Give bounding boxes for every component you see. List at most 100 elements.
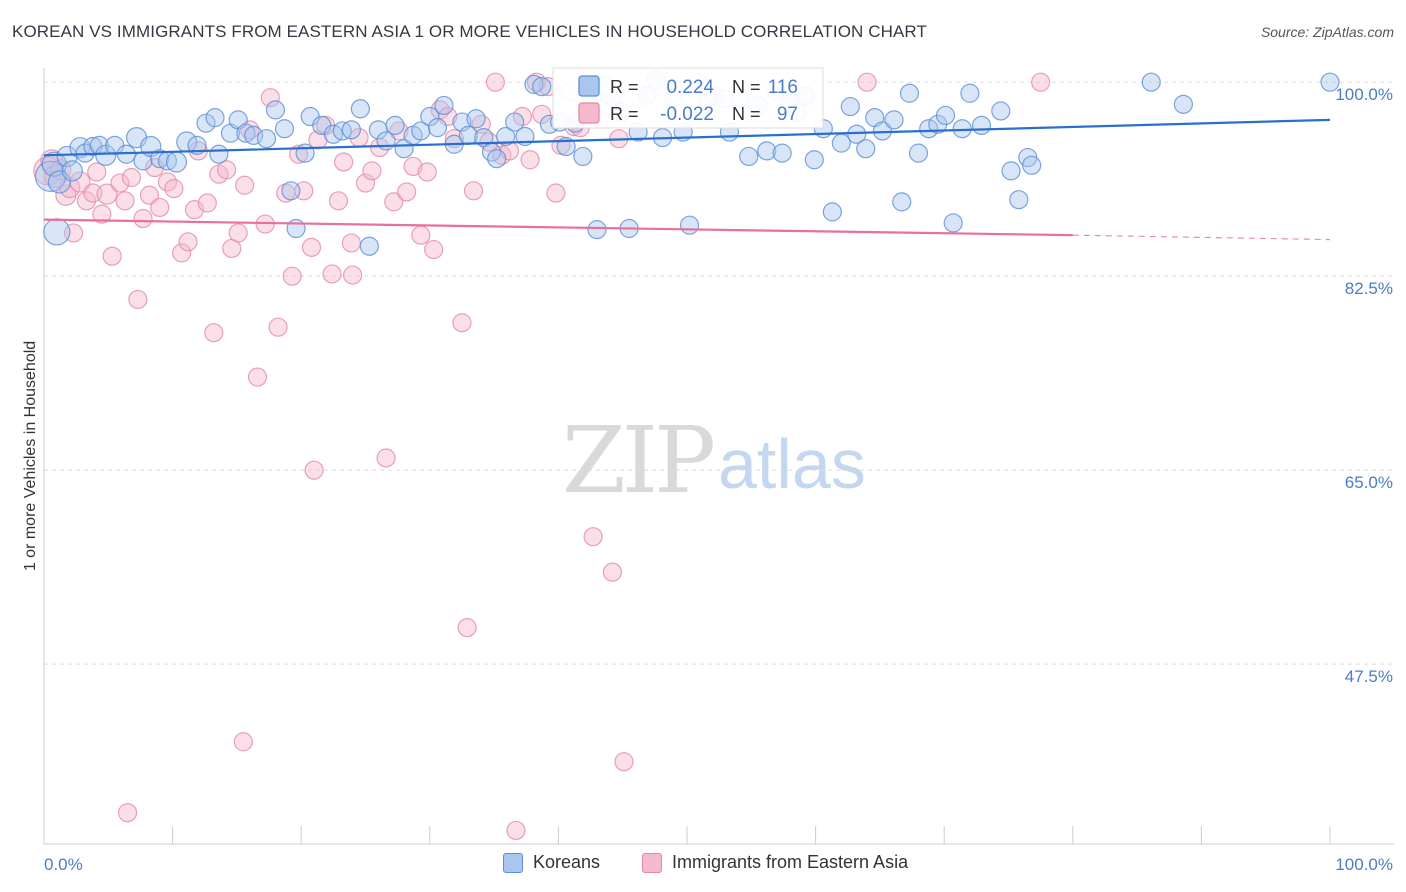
point-immigrant-71	[485, 72, 505, 92]
legend-swatch-immigrants	[642, 852, 662, 873]
point-immigrant-39	[268, 317, 288, 337]
point-korean-106	[908, 143, 929, 163]
point-korean-56	[487, 149, 507, 169]
point-korean-1	[41, 151, 67, 177]
point-korean-90	[772, 143, 792, 163]
x-tick-label-0: 0.0%	[44, 855, 83, 874]
point-immigrant-15	[115, 191, 135, 211]
stats-n-value-korean: 116	[768, 77, 798, 98]
point-immigrant-29	[204, 323, 224, 343]
point-immigrant-91	[614, 752, 634, 772]
trend-line-dashed-immigrant	[1072, 234, 1331, 241]
y-tick-label-0: 100.0%	[1335, 85, 1393, 104]
point-immigrant-52	[355, 173, 376, 193]
point-immigrant-34	[235, 175, 255, 195]
point-immigrant-33	[228, 223, 248, 243]
point-immigrant-41	[282, 266, 302, 286]
point-korean-53	[466, 109, 486, 129]
point-korean-22	[205, 108, 225, 128]
point-korean-107	[919, 119, 939, 139]
point-immigrant-80	[546, 183, 566, 203]
point-immigrant-50	[341, 233, 361, 253]
point-korean-114	[991, 101, 1011, 121]
point-korean-112	[960, 83, 980, 103]
trend-line-immigrant	[43, 218, 1073, 237]
point-immigrant-78	[532, 104, 552, 124]
point-immigrant-31	[217, 160, 237, 180]
point-immigrant-93	[117, 803, 138, 823]
stats-n-value-immigrant: 97	[777, 104, 798, 125]
point-korean-68	[587, 220, 607, 240]
stats-r-value-immigrant: -0.022	[660, 104, 714, 125]
point-immigrant-55	[376, 448, 396, 468]
point-korean-21	[196, 113, 216, 133]
point-immigrant-19	[139, 185, 160, 205]
point-immigrant-28	[197, 193, 217, 213]
point-korean-86	[739, 146, 759, 167]
point-korean-103	[884, 110, 904, 130]
point-korean-121	[1320, 72, 1340, 92]
point-korean-96	[822, 202, 842, 222]
point-korean-30	[274, 119, 295, 139]
chart-source: Source: ZipAtlas.com	[1260, 24, 1394, 40]
point-immigrant-44	[301, 237, 322, 257]
point-immigrant-60	[411, 225, 431, 245]
legend-item-koreans[interactable]: Koreans	[503, 852, 600, 873]
point-korean-113	[971, 115, 992, 136]
point-korean-94	[804, 150, 824, 170]
point-korean-23	[209, 144, 229, 164]
point-immigrant-48	[328, 191, 349, 211]
point-korean-5	[61, 160, 83, 182]
stats-r-value-korean: 0.224	[666, 77, 714, 98]
point-immigrant-21	[150, 197, 170, 218]
point-korean-110	[943, 213, 963, 233]
point-immigrant-58	[397, 182, 417, 202]
point-korean-111	[952, 119, 972, 139]
point-korean-119	[1141, 72, 1161, 92]
point-immigrant-61	[417, 162, 437, 182]
point-immigrant-56	[384, 192, 404, 212]
point-immigrant-25	[178, 232, 198, 252]
stats-swatch-korean	[578, 75, 600, 97]
point-immigrant-8	[76, 191, 97, 211]
point-korean-32	[286, 218, 306, 239]
point-korean-28	[256, 129, 277, 149]
point-korean-105	[899, 83, 920, 103]
point-korean-2	[43, 218, 71, 246]
point-immigrant-11	[92, 204, 112, 224]
point-korean-79	[679, 215, 700, 235]
point-immigrant-42	[289, 144, 309, 164]
stats-n-label-korean: N =	[732, 77, 761, 97]
point-korean-48	[427, 118, 448, 138]
point-immigrant-14	[110, 173, 130, 193]
point-korean-3	[47, 170, 72, 194]
point-korean-49	[434, 95, 454, 116]
point-immigrant-86	[583, 527, 603, 547]
point-immigrant-47	[322, 264, 342, 284]
legend-label-immigrants: Immigrants from Eastern Asia	[672, 852, 909, 872]
point-immigrant-36	[247, 367, 268, 387]
point-korean-120	[1173, 94, 1193, 114]
watermark-atlas: atlas	[718, 425, 866, 503]
point-immigrant-67	[457, 617, 477, 638]
point-korean-39	[350, 99, 370, 119]
legend-item-immigrants[interactable]: Immigrants from Eastern Asia	[642, 852, 908, 873]
point-korean-43	[385, 115, 405, 136]
point-korean-115	[1001, 161, 1021, 181]
point-immigrant-95	[343, 265, 363, 285]
point-korean-29	[265, 100, 286, 120]
stats-swatch-immigrant	[578, 102, 600, 124]
point-immigrant-49	[334, 152, 354, 172]
point-korean-60	[524, 74, 544, 94]
point-immigrant-66	[452, 313, 472, 333]
point-immigrant-76	[520, 150, 540, 170]
point-korean-58	[505, 112, 525, 132]
stats-r-label-korean: R =	[610, 77, 639, 97]
point-immigrant-94	[304, 460, 324, 480]
point-korean-47	[420, 106, 440, 127]
point-korean-18	[165, 151, 188, 173]
y-tick-label-2: 65.0%	[1345, 473, 1393, 492]
point-immigrant-24	[172, 243, 192, 263]
point-korean-109	[935, 105, 956, 126]
